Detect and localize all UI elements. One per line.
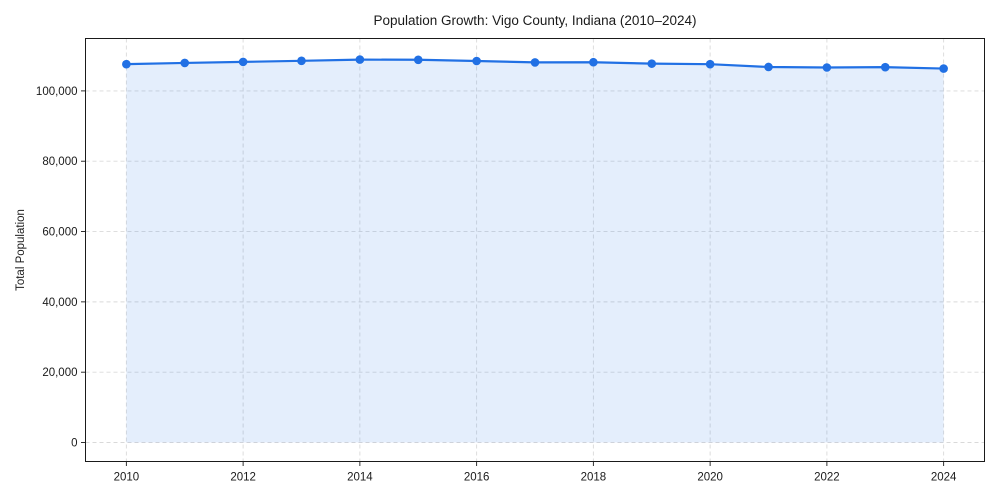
data-point-2019 (647, 59, 657, 68)
data-point-2013 (297, 56, 306, 66)
data-point-2015 (413, 55, 423, 65)
data-point-2014 (355, 55, 365, 64)
data-point-2022 (822, 63, 832, 72)
chart-title: Population Growth: Vigo County, Indiana … (373, 13, 697, 28)
x-tick-label: 2014 (347, 472, 373, 484)
plot-border (85, 38, 985, 462)
data-point-2020 (705, 59, 715, 69)
x-tick-label: 2016 (464, 472, 490, 484)
x-tick-label: 2018 (581, 472, 607, 484)
x-tick-label: 2022 (814, 472, 840, 484)
data-point-2012 (238, 57, 248, 67)
area-fill (126, 59, 944, 443)
y-tick-label: 80,000 (42, 156, 77, 168)
y-tick-label: 20,000 (42, 367, 77, 379)
x-tick-label: 2012 (230, 472, 256, 484)
y-tick-label: 0 (71, 438, 77, 450)
x-tick-label: 2024 (931, 472, 957, 484)
y-tick-label: 100,000 (36, 86, 78, 98)
data-point-2021 (764, 62, 773, 72)
x-tick-label: 2020 (697, 472, 723, 484)
data-point-2023 (880, 62, 890, 72)
data-point-2018 (589, 57, 598, 67)
y-tick-label: 60,000 (42, 227, 77, 239)
y-tick-label: 40,000 (42, 297, 77, 309)
data-point-2010 (122, 59, 131, 69)
data-point-2024 (939, 64, 948, 73)
data-point-2016 (472, 56, 481, 66)
data-point-2017 (530, 58, 540, 67)
data-point-2011 (180, 58, 190, 68)
x-tick-label: 2010 (114, 472, 140, 484)
